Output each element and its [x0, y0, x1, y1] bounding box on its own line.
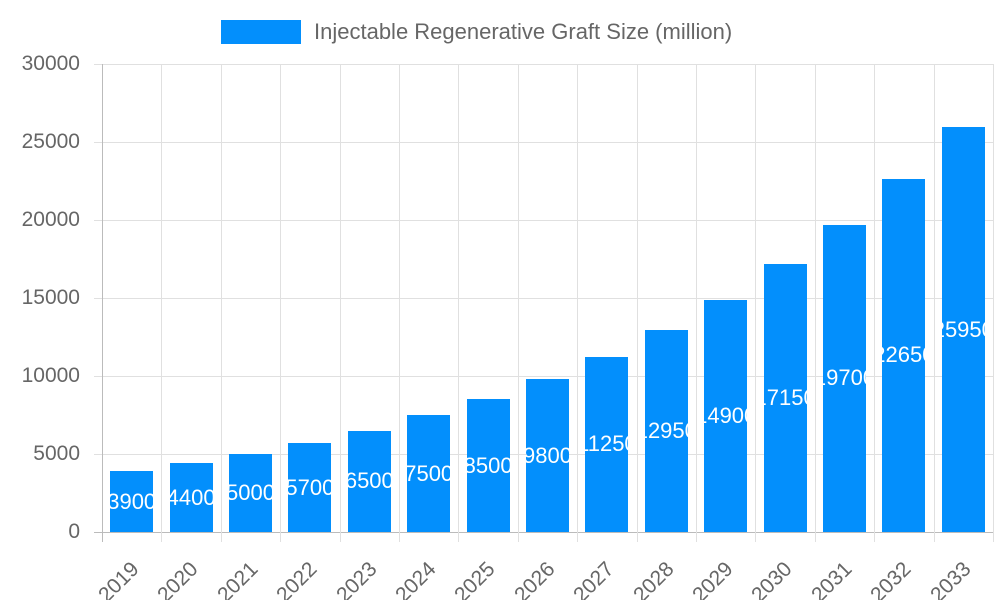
x-gridline — [458, 64, 460, 542]
data-label: 3900 — [110, 488, 154, 514]
data-label: 5700 — [288, 474, 332, 500]
bar[interactable]: 4400 — [169, 463, 213, 532]
bar[interactable]: 6500 — [347, 430, 391, 532]
bar[interactable]: 19700 — [823, 224, 866, 532]
y-tick-label: 30000 — [21, 52, 80, 75]
x-tick-label: 2030 — [747, 557, 797, 600]
data-label: 9800 — [526, 442, 569, 468]
data-label: 6500 — [347, 468, 391, 494]
data-label: 14900 — [704, 402, 747, 428]
data-label: 17150 — [764, 385, 807, 411]
x-tick-label: 2023 — [331, 557, 382, 600]
y-tick-label: 0 — [68, 520, 80, 543]
data-label: 12950 — [645, 417, 688, 443]
y-gridline — [94, 142, 993, 143]
y-gridline — [94, 532, 993, 533]
data-label: 4400 — [169, 484, 213, 510]
x-gridline — [161, 64, 163, 542]
y-gridline — [94, 64, 993, 65]
y-gridline — [94, 220, 993, 221]
legend-label: Injectable Regenerative Graft Size (mill… — [314, 19, 733, 44]
x-tick-label: 2028 — [628, 557, 679, 600]
x-tick-label: 2031 — [806, 557, 857, 600]
x-tick-label: 2019 — [94, 557, 144, 600]
x-tick-label: 2021 — [212, 557, 263, 600]
x-tick-label: 2024 — [391, 557, 441, 600]
bar[interactable]: 11250 — [585, 356, 629, 532]
bar[interactable]: 5000 — [229, 454, 272, 532]
x-tick-label: 2025 — [450, 557, 500, 600]
bar[interactable]: 25950 — [941, 127, 985, 532]
y-tick-label: 25000 — [21, 130, 80, 153]
x-gridline — [577, 64, 579, 542]
x-gridline — [517, 64, 519, 542]
legend-swatch — [221, 20, 301, 44]
x-gridline — [636, 64, 638, 542]
x-tick-label: 2020 — [153, 557, 203, 600]
y-tick-label: 10000 — [21, 364, 80, 387]
data-label: 8500 — [466, 452, 510, 478]
bar[interactable]: 3900 — [110, 471, 154, 532]
bar[interactable]: 12950 — [644, 329, 688, 532]
y-gridline — [94, 298, 993, 299]
y-gridline — [94, 376, 993, 377]
x-gridline — [874, 64, 876, 542]
data-label: 5000 — [229, 480, 272, 505]
x-gridline — [399, 64, 400, 542]
x-tick-label: 2026 — [509, 557, 560, 600]
x-tick-label: 2022 — [272, 557, 322, 600]
x-gridline — [280, 64, 282, 542]
x-gridline — [814, 64, 816, 542]
x-tick-label: 2033 — [925, 557, 976, 600]
bar[interactable]: 8500 — [466, 399, 510, 532]
bar[interactable]: 5700 — [288, 443, 332, 532]
bar[interactable]: 14900 — [704, 299, 748, 532]
x-tick-label: 2032 — [866, 557, 916, 600]
y-tick-label: 5000 — [33, 442, 80, 465]
y-tick-label: 15000 — [21, 286, 80, 309]
bar[interactable]: 17150 — [763, 264, 807, 532]
data-label: 19700 — [823, 365, 866, 391]
x-gridline — [696, 64, 697, 542]
x-gridline — [339, 64, 341, 542]
legend[interactable]: Injectable Regenerative Graft Size (mill… — [221, 19, 732, 45]
y-tick-label: 20000 — [21, 208, 80, 231]
x-gridline — [220, 64, 222, 542]
x-tick-label: 2029 — [688, 557, 738, 600]
bar[interactable]: 7500 — [407, 415, 451, 532]
x-gridline — [933, 64, 935, 542]
x-gridline — [755, 64, 757, 542]
data-label: 25950 — [942, 316, 985, 342]
data-label: 11250 — [585, 431, 628, 457]
x-gridline — [102, 64, 103, 542]
x-tick-label: 2027 — [569, 557, 619, 600]
bar[interactable]: 9800 — [526, 379, 569, 532]
data-label: 7500 — [407, 460, 451, 486]
x-gridline — [993, 64, 994, 542]
